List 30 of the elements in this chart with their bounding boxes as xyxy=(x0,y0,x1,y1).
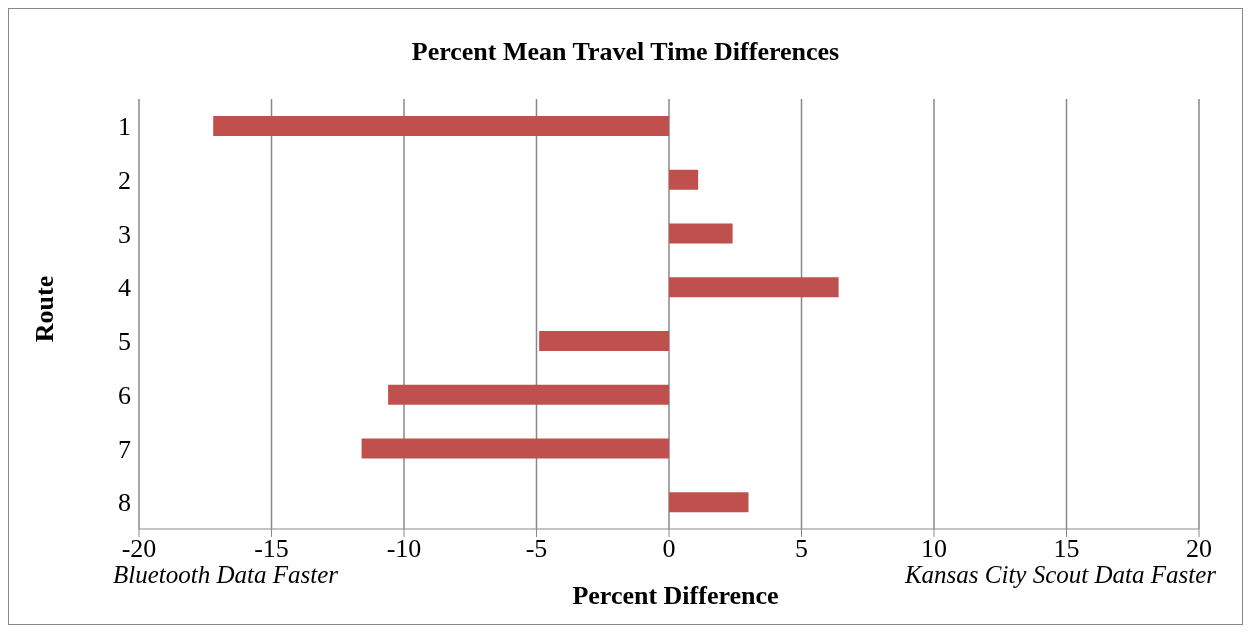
x-tick-label: -10 xyxy=(386,534,422,564)
bar xyxy=(361,438,669,459)
bar xyxy=(213,116,669,136)
y-tick-label: 2 xyxy=(118,165,131,195)
y-tick-label: 8 xyxy=(118,488,131,518)
y-tick-label: 6 xyxy=(118,380,131,410)
y-tick-label: 7 xyxy=(118,434,131,464)
bar xyxy=(388,384,669,405)
x-tick-label: 15 xyxy=(1053,534,1080,564)
chart-title: Percent Mean Travel Time Differences xyxy=(410,37,841,67)
bar xyxy=(669,169,699,190)
bar xyxy=(669,277,839,298)
bar xyxy=(669,492,749,513)
text: Kansas City Scout Data Faster xyxy=(904,561,1216,589)
x-tick-label: -15 xyxy=(254,534,289,564)
x-tick-label: 5 xyxy=(795,534,808,564)
y-axis-title: Route xyxy=(30,275,60,343)
y-tick-label: 4 xyxy=(118,273,131,303)
bar xyxy=(539,331,669,351)
x-tick-label: 10 xyxy=(921,534,947,564)
x-tick-label: -5 xyxy=(525,534,548,564)
x-axis-title: Percent Difference xyxy=(572,581,779,610)
x-tick-label: 0 xyxy=(662,534,676,564)
y-tick-label: 5 xyxy=(118,327,131,357)
bar xyxy=(669,223,733,244)
x-tick-label: 20 xyxy=(1186,534,1212,564)
x-tick-label: -20 xyxy=(121,534,157,564)
y-tick-label: 3 xyxy=(118,219,131,249)
y-tick-label: 1 xyxy=(118,112,131,142)
text: Bluetooth Data Faster xyxy=(113,561,338,589)
